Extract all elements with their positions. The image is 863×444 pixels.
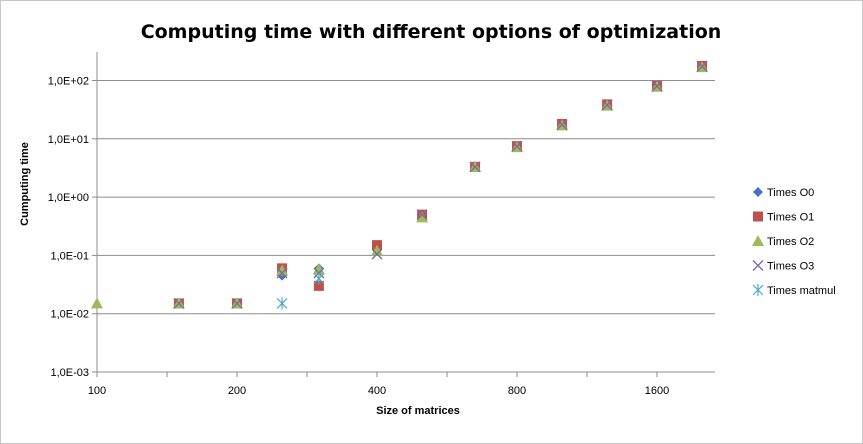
chart-title: Computing time with different options of… [141, 21, 722, 43]
data-point-asterisk [276, 297, 288, 310]
y-tick-label: 1,0E-01 [50, 250, 89, 262]
data-point-triangle [91, 297, 103, 309]
y-tick-label: 1,0E+00 [48, 192, 89, 204]
x-tick-label: 100 [88, 385, 106, 397]
y-tick-label: 1,0E+01 [48, 134, 89, 146]
data-point-triangle [276, 264, 289, 276]
legend-label: Times O3 [767, 261, 814, 273]
legend-marker-triangle [752, 235, 764, 246]
x-axis-label: Size of matrices [376, 405, 460, 417]
data-point-triangle [371, 244, 383, 256]
y-tick-label: 1,0E-03 [50, 367, 89, 379]
legend-label: Times matmul [767, 285, 836, 297]
data-point-x [416, 209, 428, 221]
x-tick-label: 800 [508, 385, 526, 397]
data-point-x [371, 248, 383, 260]
data-point-square [313, 280, 324, 291]
y-tick-label: 1,0E-02 [50, 309, 89, 321]
data-point-x [651, 80, 663, 92]
data-point-x [511, 140, 523, 152]
legend-marker-x [752, 260, 764, 271]
x-tick-label: 1600 [645, 385, 669, 397]
data-point-x [173, 297, 185, 309]
data-point-x [276, 267, 288, 279]
legend-marker-asterisk [752, 284, 764, 296]
legend-label: Times O1 [767, 212, 814, 224]
x-tick-label: 200 [228, 385, 246, 397]
data-point-x [696, 60, 708, 72]
y-tick-label: 1,0E+02 [48, 76, 89, 88]
data-point-triangle [312, 263, 325, 275]
legend-marker-square [753, 211, 763, 222]
legend: Times O0 Times O1 Times O2 Times O3 Times ma… [752, 187, 836, 297]
x-tick-label: 400 [368, 385, 386, 397]
legend-marker-diamond [753, 187, 763, 197]
legend-label: Times O0 [767, 187, 814, 199]
data-point-x [231, 297, 243, 309]
legend-label: Times O2 [767, 236, 814, 248]
data-point-asterisk [313, 272, 325, 285]
data-point-x [556, 119, 568, 131]
y-axis-label: Cumputing time [19, 142, 31, 226]
data-point-triangle [416, 211, 429, 223]
data-point-x [601, 99, 613, 111]
data-point-x [469, 161, 481, 173]
